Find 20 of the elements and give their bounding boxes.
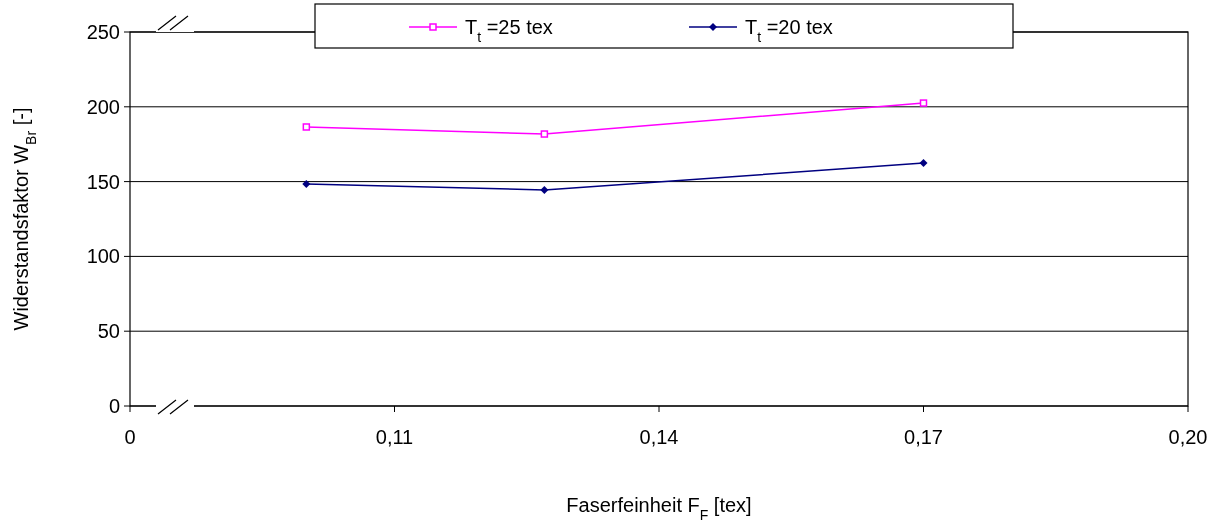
legend-label: T$_{t}$ =20 tex bbox=[745, 16, 833, 45]
x-tick-label: 0,11 bbox=[375, 426, 414, 448]
point bbox=[919, 99, 928, 107]
y-tick-label: 50 bbox=[97, 320, 120, 343]
y-tick-label: 100 bbox=[86, 245, 120, 268]
y-tick-label: 200 bbox=[86, 95, 120, 118]
x-tick-label: 0,17 bbox=[904, 426, 943, 448]
y-tick-label: 0 bbox=[108, 395, 120, 417]
x-tick-label: 0,14 bbox=[639, 426, 679, 448]
y-tick-label: 150 bbox=[86, 170, 120, 193]
x-axis-title: Faserfeinheit F$_{F}$ [tex] bbox=[566, 494, 752, 523]
point bbox=[302, 179, 311, 188]
y-tick-label: 250 bbox=[86, 21, 120, 43]
point bbox=[302, 123, 311, 131]
point bbox=[540, 130, 549, 138]
point bbox=[919, 159, 928, 168]
point bbox=[540, 185, 549, 194]
legend-label: T$_{t}$ =25 tex bbox=[465, 16, 553, 45]
x-tick-label: 0 bbox=[124, 426, 136, 448]
x-tick-label: 0,20 bbox=[1168, 426, 1208, 448]
